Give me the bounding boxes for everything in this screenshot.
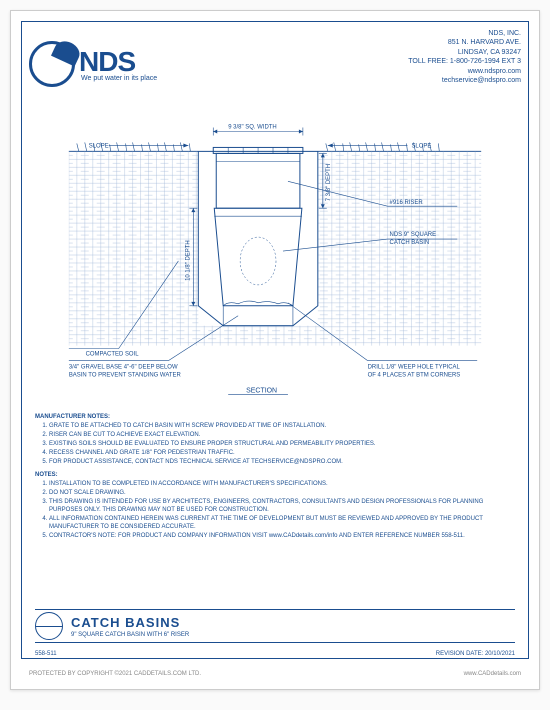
label-weep-2: OF 4 PLACES AT BTM CORNERS (368, 373, 461, 379)
label-gravel-1: 3/4" GRAVEL BASE 4"-6" DEEP BELOW (69, 365, 178, 371)
dim-width: 9 3/8" SQ. WIDTH (228, 125, 277, 131)
title-block: CATCH BASINS 9" SQUARE CATCH BASIN WITH … (35, 609, 515, 643)
header: NDS We put water in its place NDS, INC. … (29, 29, 521, 99)
company-info: NDS, INC. 851 N. HARVARD AVE. LINDSAY, C… (408, 29, 521, 99)
section-label: SECTION (246, 387, 277, 394)
ref-number: 558-511 (35, 651, 57, 657)
soil-right (318, 151, 481, 325)
company-addr2: LINDSAY, CA 93247 (408, 48, 521, 57)
label-soil: COMPACTED SOIL (86, 352, 140, 358)
logo-block: NDS We put water in its place (29, 29, 157, 99)
gen-notes-list: INSTALLATION TO BE COMPLETED IN ACCORDAN… (49, 480, 515, 541)
title-bubble-icon (35, 612, 63, 640)
note-item: DO NOT SCALE DRAWING. (49, 489, 515, 497)
soil-left (69, 151, 198, 325)
company-addr1: 851 N. HARVARD AVE. (408, 38, 521, 47)
drawing-area: SLOPE SLOPE 9 (29, 111, 521, 401)
caddetails-link[interactable]: www.CADdetails.com (464, 671, 521, 677)
company-tollfree: TOLL FREE: 1-800-726-1994 EXT 3 (408, 57, 521, 66)
catch-basin (214, 208, 302, 306)
label-basin-1: NDS 9" SQUARE (390, 232, 437, 238)
gravel-base (223, 301, 293, 326)
label-basin-2: CATCH BASIN (390, 240, 430, 246)
company-email[interactable]: techservice@ndspro.com (442, 77, 521, 84)
notes-hdr: NOTES: (35, 471, 515, 479)
company-web[interactable]: www.ndspro.com (468, 68, 521, 75)
note-item: FOR PRODUCT ASSISTANCE, CONTACT NDS TECH… (49, 458, 515, 466)
logo-icon (29, 41, 75, 87)
dim-depth-upper: 7 3/8" DEPTH (326, 164, 332, 201)
soil-bottom (69, 326, 481, 346)
label-weep-1: DRILL 1/8" WEEP HOLE TYPICAL (368, 365, 461, 371)
title-main: CATCH BASINS (71, 615, 189, 630)
section-drawing: SLOPE SLOPE 9 (29, 111, 521, 401)
revision-date: REVISION DATE: 20/10/2021 (436, 651, 515, 657)
label-riser: #916 RISER (390, 200, 424, 206)
note-item: ALL INFORMATION CONTAINED HEREIN WAS CUR… (49, 515, 515, 531)
note-item: RISER CAN BE CUT TO ACHIEVE EXACT ELEVAT… (49, 431, 515, 439)
copyright: PROTECTED BY COPYRIGHT ©2021 CADDETAILS.… (29, 671, 201, 677)
notes-block: MANUFACTURER NOTES: GRATE TO BE ATTACHED… (35, 409, 515, 541)
logo-tagline: We put water in its place (81, 75, 157, 82)
logo-text: NDS (79, 46, 157, 78)
note-item: INSTALLATION TO BE COMPLETED IN ACCORDAN… (49, 480, 515, 488)
label-gravel-2: BASIN TO PREVENT STANDING WATER (69, 373, 182, 379)
title-sub: 9" SQUARE CATCH BASIN WITH 6" RISER (71, 632, 189, 638)
note-item: CONTRACTOR'S NOTE: FOR PRODUCT AND COMPA… (49, 532, 515, 540)
mfr-notes-list: GRATE TO BE ATTACHED TO CATCH BASIN WITH… (49, 422, 515, 466)
note-item: GRATE TO BE ATTACHED TO CATCH BASIN WITH… (49, 422, 515, 430)
note-item: EXISTING SOILS SHOULD BE EVALUATED TO EN… (49, 440, 515, 448)
company-name: NDS, INC. (408, 29, 521, 38)
footer-outer: PROTECTED BY COPYRIGHT ©2021 CADDETAILS.… (29, 671, 521, 677)
note-item: THIS DRAWING IS INTENDED FOR USE BY ARCH… (49, 498, 515, 514)
slope-right-label: SLOPE (411, 143, 431, 149)
dim-depth-lower: 10 1/8" DEPTH (185, 240, 191, 281)
mfr-notes-hdr: MANUFACTURER NOTES: (35, 413, 515, 421)
drawing-sheet: NDS We put water in its place NDS, INC. … (10, 10, 540, 690)
footer-inner: 558-511 REVISION DATE: 20/10/2021 (35, 649, 515, 657)
note-item: RECESS CHANNEL AND GRATE 1/8" FOR PEDEST… (49, 449, 515, 457)
slope-left-label: SLOPE (89, 143, 109, 149)
